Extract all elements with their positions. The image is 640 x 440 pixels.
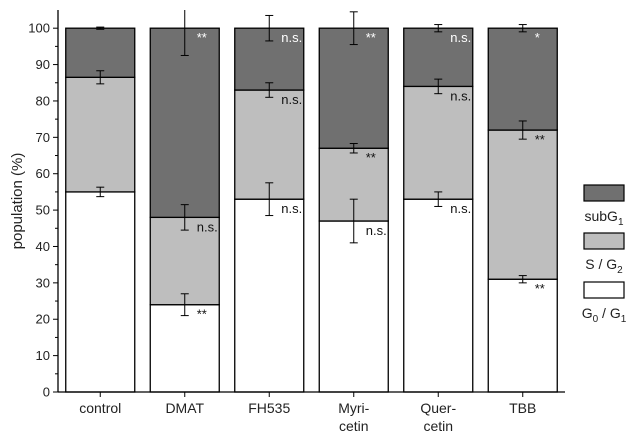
y-tick-label-10: 10 bbox=[36, 348, 50, 363]
bar-g0g1-3 bbox=[318, 220, 389, 393]
legend-label-part-sg2-3: 2 bbox=[617, 265, 623, 276]
x-tick-label-1-0: DMAT bbox=[165, 400, 204, 416]
significance-label-g0g1-3: n.s. bbox=[366, 223, 387, 238]
y-tick-label-70: 70 bbox=[36, 130, 50, 145]
bar-g0g1-0 bbox=[65, 191, 136, 393]
significance-label-sg2-2: n.s. bbox=[281, 92, 302, 107]
significance-label-sg2-5: ** bbox=[535, 132, 545, 147]
legend-label-part-sg2-0: S / G bbox=[585, 256, 617, 272]
x-tick-label-4-1: cetin bbox=[423, 418, 453, 434]
significance-label-subg1-1: ** bbox=[197, 30, 207, 45]
x-tick-label-3-1: cetin bbox=[339, 418, 369, 434]
y-axis-label: population (%) bbox=[9, 153, 26, 250]
legend-label-g0g1: G0 / G1 bbox=[582, 305, 627, 325]
y-tick-label-60: 60 bbox=[36, 166, 50, 181]
legend-label-part-g0g1-3: 1 bbox=[621, 314, 627, 325]
bar-subg1-4 bbox=[403, 27, 474, 88]
significance-label-subg1-5: * bbox=[535, 30, 540, 45]
significance-label-g0g1-4: n.s. bbox=[450, 201, 471, 216]
significance-label-g0g1-5: ** bbox=[535, 281, 545, 296]
y-tick-label-90: 90 bbox=[36, 57, 50, 72]
bar-g0g1-2 bbox=[234, 198, 305, 393]
bar-sg2-0 bbox=[65, 76, 136, 193]
axes: 0 10 20 30 40 50 60 70 80 90 100 control DMAT FH535 My… bbox=[28, 10, 565, 434]
plot-area: ** n.s. ** n.s. n.s. n.s. n.s. ** ** n.s. n.s. n.s.… bbox=[65, 10, 558, 393]
legend-label-subg1: subG1 bbox=[584, 208, 623, 228]
significance-label-sg2-1: n.s. bbox=[197, 219, 218, 234]
legend-label-part-subg1-3: 1 bbox=[618, 217, 624, 228]
y-tick-label-20: 20 bbox=[36, 312, 50, 327]
legend-label-part-g0g1-2: / G bbox=[598, 305, 621, 321]
x-tick-label-4-0: Quer- bbox=[420, 400, 456, 416]
bar-sg2-5 bbox=[487, 129, 558, 280]
y-tick-label-80: 80 bbox=[36, 93, 50, 108]
bar-subg1-0 bbox=[65, 27, 136, 78]
y-tick-label-30: 30 bbox=[36, 275, 50, 290]
bar-sg2-2 bbox=[234, 89, 305, 200]
bar-subg1-5 bbox=[487, 27, 558, 131]
legend-swatch-g0g1 bbox=[583, 281, 625, 299]
y-tick-label-100: 100 bbox=[28, 21, 50, 36]
significance-label-sg2-3: ** bbox=[366, 150, 376, 165]
bar-subg1-3 bbox=[318, 27, 389, 149]
legend-swatch-subg1 bbox=[583, 184, 625, 202]
legend-label-part-g0g1-0: G bbox=[582, 305, 593, 321]
significance-label-subg1-3: ** bbox=[366, 30, 376, 45]
x-tick-label-5-0: TBB bbox=[509, 400, 536, 416]
x-tick-label-3-0: Myri- bbox=[338, 400, 369, 416]
bar-sg2-1 bbox=[149, 216, 220, 306]
y-tick-label-0: 0 bbox=[43, 385, 50, 400]
significance-label-g0g1-1: ** bbox=[197, 307, 207, 322]
legend-label-part-subg1-0: subG bbox=[584, 208, 617, 224]
legend-label-sg2: S / G2 bbox=[585, 256, 623, 276]
x-tick-label-0-0: control bbox=[79, 400, 121, 416]
significance-label-subg1-4: n.s. bbox=[450, 30, 471, 45]
bar-g0g1-4 bbox=[403, 198, 474, 393]
y-tick-label-40: 40 bbox=[36, 239, 50, 254]
legend-swatch-sg2 bbox=[583, 232, 625, 250]
bar-g0g1-1 bbox=[149, 304, 220, 393]
significance-label-subg1-2: n.s. bbox=[281, 30, 302, 45]
significance-label-sg2-4: n.s. bbox=[450, 88, 471, 103]
bar-subg1-1 bbox=[149, 27, 220, 219]
y-tick-label-50: 50 bbox=[36, 203, 50, 218]
bar-g0g1-5 bbox=[487, 278, 558, 393]
x-tick-label-2-0: FH535 bbox=[248, 400, 290, 416]
significance-label-g0g1-2: n.s. bbox=[281, 201, 302, 216]
legend-label-part-g0g1-1: 0 bbox=[593, 314, 599, 325]
